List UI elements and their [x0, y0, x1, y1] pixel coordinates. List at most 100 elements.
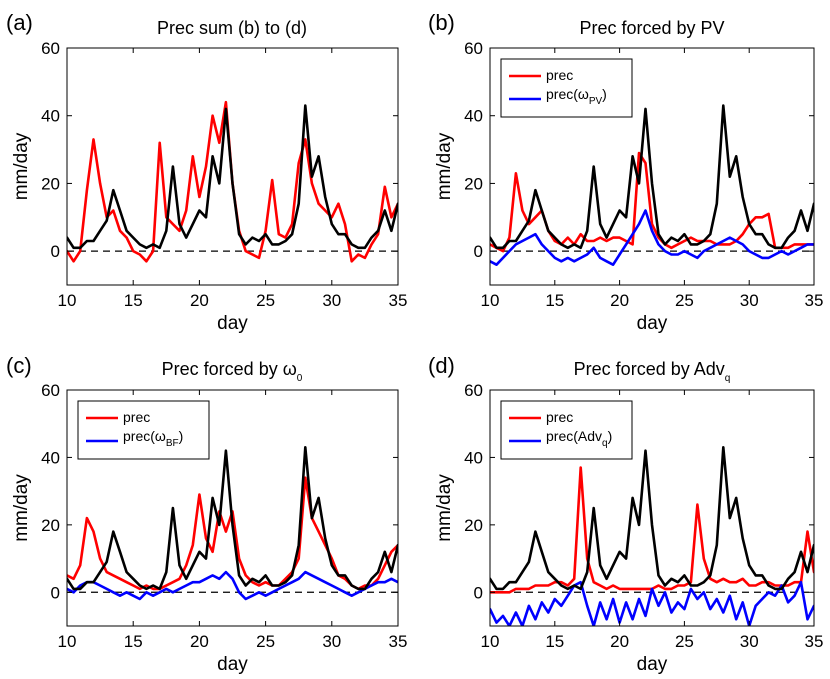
y-tick-label: 60: [464, 39, 483, 58]
y-tick-label: 0: [51, 583, 60, 602]
x-tick-label: 30: [740, 632, 759, 651]
y-tick-label: 60: [41, 381, 60, 400]
series-line-observed: [67, 104, 398, 250]
y-axis-label: mm/day: [434, 132, 455, 200]
y-tick-label: 60: [41, 39, 60, 58]
x-tick-label: 25: [675, 632, 694, 651]
y-tick-label: 20: [41, 174, 60, 193]
y-tick-label: 20: [41, 516, 60, 535]
series-line-observed: [490, 104, 814, 250]
legend-box: [77, 400, 210, 460]
legend-entry-label: prec: [546, 409, 573, 425]
chart-title-main: Prec forced by Adv: [574, 359, 725, 379]
x-tick-label: 10: [58, 291, 77, 310]
chart-title: Prec forced by ω0: [162, 359, 303, 384]
legend-entry-label: prec: [546, 67, 573, 83]
legend-entry-text: prec(ω: [123, 428, 166, 444]
y-tick-label: 0: [474, 583, 483, 602]
legend-box: [500, 400, 633, 460]
series-line-observed: [490, 445, 814, 591]
legend: prec prec(Advq): [500, 400, 633, 460]
x-axis-label: day: [217, 313, 248, 334]
legend-entry-label: prec(ωPV): [546, 86, 607, 107]
series-line-prec-bf: [67, 570, 398, 601]
legend-entry-tail: ): [602, 86, 607, 102]
chart-title-main: Prec forced by ω: [162, 359, 297, 379]
x-tick-label: 20: [190, 632, 209, 651]
x-tick-label: 15: [545, 291, 564, 310]
axes-frame: [66, 389, 399, 627]
y-tick-label: 0: [51, 242, 60, 261]
panel-label: (b): [428, 10, 455, 35]
series-line-observed: [67, 445, 398, 591]
y-tick-label: 20: [464, 174, 483, 193]
y-tick-label: 40: [464, 107, 483, 126]
x-tick-label: 30: [740, 291, 759, 310]
axes-frame: [489, 47, 815, 286]
x-tick-label: 15: [124, 632, 143, 651]
legend: prec prec(ωBF): [77, 400, 210, 460]
series-line-prec-adv-q: [490, 580, 814, 626]
chart-panel-a: 10 15 20 25 30 35 0 20 40 60 day mm/day (a) Prec sum …: [6, 10, 407, 334]
legend-entry-tail: ): [608, 428, 613, 444]
chart-title: Prec forced by Advq: [574, 359, 731, 384]
x-tick-label: 35: [805, 291, 824, 310]
x-tick-label: 35: [805, 632, 824, 651]
legend-entry-label: prec(Advq): [546, 428, 612, 449]
axes-frame: [489, 389, 815, 627]
plot-area: [67, 48, 398, 285]
x-tick-label: 10: [481, 632, 500, 651]
legend-entry-subscript: PV: [589, 96, 603, 107]
series-group: [67, 100, 398, 263]
x-tick-label: 25: [675, 291, 694, 310]
chart-title-subscript: 0: [297, 373, 303, 384]
legend-box: [500, 58, 633, 118]
chart-title-subscript: q: [725, 373, 731, 384]
series-group: [490, 445, 814, 626]
y-tick-label: 0: [474, 242, 483, 261]
x-axis-label: day: [637, 313, 668, 334]
y-tick-label: 20: [464, 516, 483, 535]
x-tick-label: 25: [256, 632, 275, 651]
series-group: [67, 445, 398, 601]
legend-entry-subscript: BF: [166, 438, 179, 449]
y-tick-label: 40: [41, 107, 60, 126]
y-tick-label: 40: [464, 448, 483, 467]
legend-entry-label: prec(ωBF): [123, 428, 183, 449]
axes-frame: [66, 47, 399, 286]
x-tick-label: 20: [610, 632, 629, 651]
y-axis-label: mm/day: [11, 132, 32, 200]
chart-title: Prec forced by PV: [579, 18, 724, 38]
series-line-prec-pv: [490, 209, 814, 267]
chart-panel-d: 10 15 20 25 30 35 0 20 40 60 day mm/day (d) Prec forc…: [428, 353, 823, 675]
legend-entry-subscript: q: [602, 438, 608, 449]
chart-panel-c: 10 15 20 25 30 35 0 20 40 60 day mm/day (c) Prec forc…: [6, 353, 407, 675]
legend-entry-text: prec(ω: [546, 86, 589, 102]
legend-entry-text: prec(Adv: [546, 428, 602, 444]
panel-label: (d): [428, 353, 455, 378]
x-axis-label: day: [637, 654, 668, 675]
chart-title-main: Prec sum (b) to (d): [157, 18, 307, 38]
y-axis-label: mm/day: [11, 474, 32, 542]
x-tick-label: 10: [58, 632, 77, 651]
x-tick-label: 35: [389, 291, 408, 310]
legend-entry-text: prec: [546, 67, 573, 83]
chart-title: Prec sum (b) to (d): [157, 18, 307, 38]
x-tick-label: 30: [322, 632, 341, 651]
y-tick-label: 60: [464, 381, 483, 400]
series-group: [490, 104, 814, 267]
x-axis-label: day: [217, 654, 248, 675]
x-tick-label: 35: [389, 632, 408, 651]
x-tick-label: 15: [545, 632, 564, 651]
x-tick-label: 20: [190, 291, 209, 310]
x-tick-label: 15: [124, 291, 143, 310]
panel-label: (c): [6, 353, 32, 378]
legend-entry-text: prec: [123, 409, 150, 425]
legend-entry-label: prec: [123, 409, 150, 425]
y-tick-label: 40: [41, 448, 60, 467]
legend: prec prec(ωPV): [500, 58, 633, 118]
x-tick-label: 30: [322, 291, 341, 310]
x-tick-label: 10: [481, 291, 500, 310]
legend-entry-text: prec: [546, 409, 573, 425]
